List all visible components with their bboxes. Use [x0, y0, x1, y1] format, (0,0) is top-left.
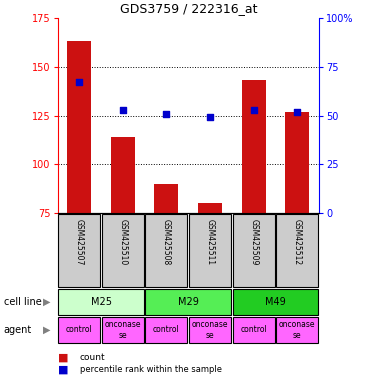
Bar	[58, 289, 144, 315]
Text: ■: ■	[58, 353, 68, 363]
Bar	[102, 317, 144, 343]
Text: onconase
se: onconase se	[279, 320, 315, 340]
Point	[120, 107, 126, 113]
Point	[251, 107, 257, 113]
Bar	[233, 317, 275, 343]
Bar	[145, 289, 231, 315]
Text: control: control	[240, 326, 267, 334]
Text: GSM425509: GSM425509	[249, 219, 258, 265]
Text: control: control	[153, 326, 180, 334]
Text: ■: ■	[58, 365, 68, 375]
Bar	[67, 41, 91, 213]
Text: control: control	[66, 326, 93, 334]
Text: GSM425511: GSM425511	[206, 219, 214, 265]
Text: GSM425512: GSM425512	[293, 219, 302, 265]
Bar	[189, 317, 231, 343]
Bar	[145, 317, 187, 343]
Point	[76, 79, 82, 85]
Bar	[102, 214, 144, 287]
Point	[164, 111, 170, 117]
Bar	[58, 317, 100, 343]
Point	[294, 109, 300, 115]
Bar	[111, 137, 135, 213]
Bar	[276, 214, 318, 287]
Point	[207, 114, 213, 121]
Text: GSM425508: GSM425508	[162, 219, 171, 265]
Bar	[233, 289, 318, 315]
Bar	[198, 203, 222, 213]
Bar	[58, 214, 100, 287]
Text: M29: M29	[178, 297, 199, 307]
Text: cell line: cell line	[4, 297, 42, 307]
Bar	[242, 80, 266, 213]
Bar	[276, 317, 318, 343]
Bar	[233, 214, 275, 287]
Text: ▶: ▶	[43, 297, 50, 307]
Text: M25: M25	[91, 297, 112, 307]
Bar	[145, 214, 187, 287]
Text: percentile rank within the sample: percentile rank within the sample	[80, 366, 222, 374]
Text: ▶: ▶	[43, 325, 50, 335]
Text: M49: M49	[265, 297, 286, 307]
Text: onconase
se: onconase se	[192, 320, 228, 340]
Text: GSM425507: GSM425507	[75, 219, 84, 265]
Bar	[189, 214, 231, 287]
Bar	[154, 184, 178, 213]
Text: agent: agent	[4, 325, 32, 335]
Title: GDS3759 / 222316_at: GDS3759 / 222316_at	[119, 2, 257, 15]
Text: onconase
se: onconase se	[105, 320, 141, 340]
Text: GSM425510: GSM425510	[118, 219, 127, 265]
Text: count: count	[80, 354, 105, 362]
Bar	[285, 112, 309, 213]
